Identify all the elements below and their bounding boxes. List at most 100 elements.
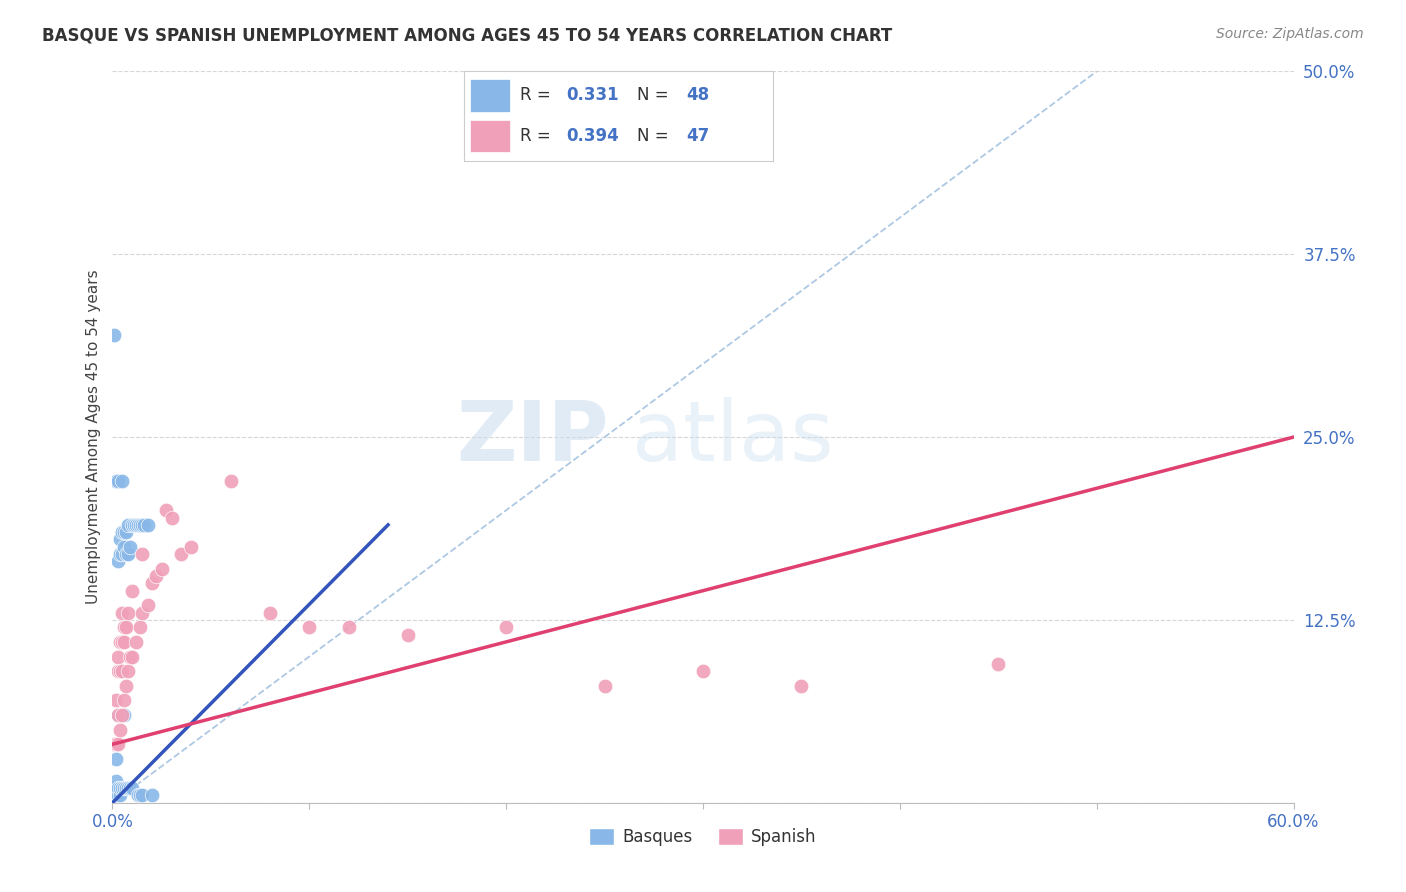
Point <box>790 679 813 693</box>
Point <box>219 474 242 488</box>
Point <box>129 517 152 532</box>
Point <box>111 708 134 723</box>
Point <box>125 517 148 532</box>
Point <box>107 554 129 568</box>
Text: N =: N = <box>637 127 673 145</box>
Point <box>112 635 135 649</box>
Point <box>103 789 125 803</box>
Point <box>1243 50 1265 64</box>
Point <box>131 789 153 803</box>
Point <box>131 606 153 620</box>
Point <box>111 781 134 796</box>
Point <box>110 664 132 678</box>
Point <box>111 525 134 540</box>
Point <box>105 752 128 766</box>
Point <box>136 517 159 532</box>
Point <box>107 737 129 751</box>
Point <box>105 474 128 488</box>
Text: ZIP: ZIP <box>456 397 609 477</box>
Text: 47: 47 <box>686 127 710 145</box>
Point <box>337 620 360 634</box>
Point <box>117 547 139 561</box>
Point <box>107 781 129 796</box>
Point <box>593 679 616 693</box>
Point <box>121 781 143 796</box>
Point <box>107 708 129 723</box>
Point <box>127 517 149 532</box>
Point <box>107 664 129 678</box>
Point <box>105 789 128 803</box>
Point <box>987 657 1010 671</box>
Point <box>115 679 138 693</box>
Point <box>112 708 135 723</box>
Point <box>170 547 193 561</box>
Text: R =: R = <box>520 87 555 104</box>
Point <box>117 781 139 796</box>
Point <box>110 723 132 737</box>
Point <box>127 789 149 803</box>
Point <box>112 620 135 634</box>
Point <box>115 547 138 561</box>
Text: 0.331: 0.331 <box>567 87 619 104</box>
Point <box>112 693 135 707</box>
Point <box>105 693 128 707</box>
Point <box>129 789 152 803</box>
Point <box>103 327 125 342</box>
Point <box>112 525 135 540</box>
Point <box>110 547 132 561</box>
Point <box>115 620 138 634</box>
Text: 0.394: 0.394 <box>567 127 619 145</box>
Point <box>111 474 134 488</box>
Point <box>120 540 142 554</box>
Point <box>110 635 132 649</box>
Bar <box>470 79 510 112</box>
Point <box>110 533 132 547</box>
Point <box>111 547 134 561</box>
Point <box>105 781 128 796</box>
Point <box>396 627 419 641</box>
Point <box>105 737 128 751</box>
Point <box>110 708 132 723</box>
Point <box>111 635 134 649</box>
Point <box>121 649 143 664</box>
Point <box>107 649 129 664</box>
Point <box>259 606 281 620</box>
Point <box>115 781 138 796</box>
Y-axis label: Unemployment Among Ages 45 to 54 years: Unemployment Among Ages 45 to 54 years <box>86 269 101 605</box>
Point <box>136 599 159 613</box>
Point <box>107 789 129 803</box>
Point <box>117 664 139 678</box>
Point <box>107 708 129 723</box>
Point <box>131 517 153 532</box>
Point <box>141 789 163 803</box>
Point <box>103 737 125 751</box>
Point <box>107 474 129 488</box>
Point <box>141 576 163 591</box>
Point <box>117 606 139 620</box>
Point <box>111 606 134 620</box>
Point <box>110 789 132 803</box>
Text: Source: ZipAtlas.com: Source: ZipAtlas.com <box>1216 27 1364 41</box>
Point <box>120 781 142 796</box>
Point <box>110 781 132 796</box>
Point <box>495 620 517 634</box>
Point <box>692 664 714 678</box>
Point <box>131 547 153 561</box>
Point <box>115 525 138 540</box>
Point <box>105 773 128 788</box>
Point <box>180 540 202 554</box>
Point <box>121 583 143 598</box>
Point <box>145 569 167 583</box>
Point <box>125 635 148 649</box>
Text: N =: N = <box>637 87 673 104</box>
Point <box>129 620 152 634</box>
Point <box>155 503 177 517</box>
Point <box>112 781 135 796</box>
Text: R =: R = <box>520 127 555 145</box>
Text: atlas: atlas <box>633 397 834 477</box>
Point <box>160 510 183 524</box>
Point <box>112 540 135 554</box>
Point <box>103 781 125 796</box>
Point <box>117 517 139 532</box>
Point <box>122 517 145 532</box>
